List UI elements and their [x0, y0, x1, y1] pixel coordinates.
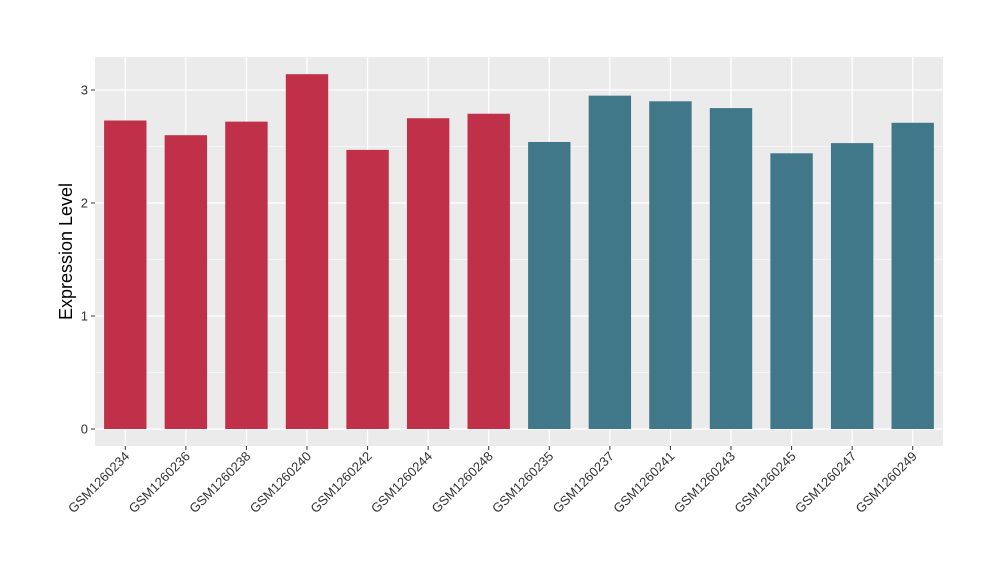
y-axis-title: Expression Level: [56, 183, 76, 320]
x-tick-label: GSM1260245: [731, 449, 798, 516]
x-tick-label: GSM1260237: [550, 449, 617, 516]
y-tick-label: 1: [81, 309, 88, 324]
x-tick-label: GSM1260235: [489, 449, 556, 516]
bar-GSM1260236: [164, 135, 208, 429]
x-tick-label: GSM1260249: [852, 449, 919, 516]
bar-GSM1260235: [528, 141, 571, 430]
plot-panel: [95, 57, 943, 446]
bar-GSM1260248: [467, 113, 510, 429]
x-tick-label: GSM1260236: [126, 449, 193, 516]
bar-GSM1260249: [891, 122, 934, 430]
x-tick-label: GSM1260240: [247, 449, 314, 516]
bar-GSM1260242: [346, 149, 389, 429]
y-tick-label: 0: [81, 422, 88, 437]
x-tick-label: GSM1260242: [307, 449, 374, 516]
x-tick-label: GSM1260248: [428, 449, 495, 516]
y-tick-label: 3: [81, 83, 88, 98]
bar-GSM1260241: [649, 101, 692, 430]
x-tick-label: GSM1260238: [186, 449, 253, 516]
x-axis: GSM1260234GSM1260236GSM1260238GSM1260240…: [65, 446, 920, 516]
bar-GSM1260238: [225, 121, 268, 429]
y-tick-label: 2: [81, 196, 88, 211]
x-tick-label: GSM1260247: [792, 449, 859, 516]
bar-GSM1260240: [285, 74, 329, 430]
y-axis: 0 1 2 3: [81, 83, 95, 437]
bar-GSM1260243: [709, 108, 753, 429]
bar-GSM1260244: [406, 118, 450, 429]
bar-GSM1260247: [830, 143, 874, 430]
x-tick-label: GSM1260244: [368, 449, 435, 516]
x-tick-label: GSM1260234: [65, 449, 132, 516]
bar-GSM1260245: [770, 153, 813, 429]
x-tick-label: GSM1260243: [671, 449, 738, 516]
bars: [104, 74, 934, 430]
bar-GSM1260234: [104, 120, 147, 429]
bar-GSM1260237: [588, 95, 632, 430]
x-tick-label: GSM1260241: [610, 449, 677, 516]
